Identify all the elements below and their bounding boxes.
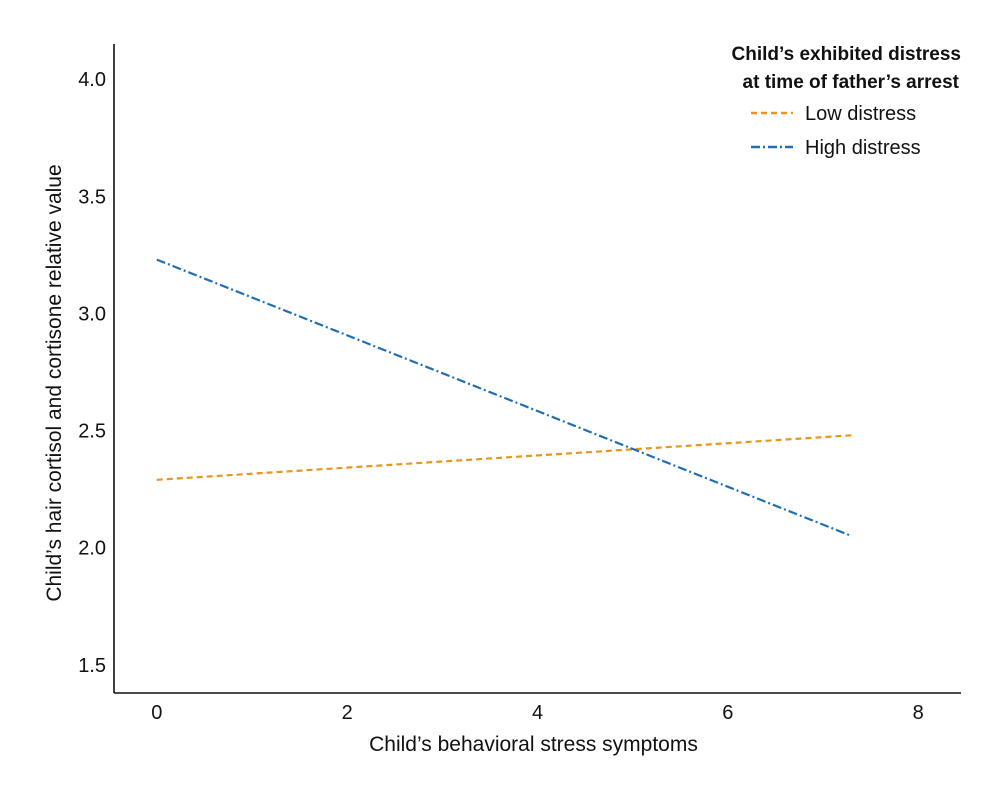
legend-title-line-2: at time of father’s arrest [743,72,960,93]
legend-label-low-distress: Low distress [805,103,916,125]
x-tick-label: 4 [532,702,543,724]
legend-items: Low distress High distress [751,103,921,159]
x-tick-label: 0 [151,702,162,724]
legend-title-line-1: Child’s exhibited distress [732,44,961,65]
axes [113,44,961,694]
x-tick-label: 6 [722,702,733,724]
x-tick-labels: 0 2 4 6 8 [151,702,923,724]
x-axis-title: Child’s behavioral stress symptoms [369,733,698,756]
y-tick-label: 2.5 [78,421,106,443]
x-tick-label: 8 [913,702,924,724]
series-line-high-distress [156,258,853,538]
y-tick-label: 3.5 [78,186,106,208]
legend-label-high-distress: High distress [805,137,921,159]
series-lines [156,258,853,538]
y-tick-labels: 1.5 2.0 2.5 3.0 3.5 4.0 [78,69,106,677]
y-tick-label: 3.0 [78,303,106,325]
y-tick-label: 1.5 [78,655,106,677]
legend: Child’s exhibited distress at time of fa… [732,44,961,159]
y-axis-title: Child’s hair cortisol and cortisone rela… [43,164,66,601]
y-tick-label: 4.0 [78,69,106,91]
y-tick-label: 2.0 [78,538,106,560]
x-tick-label: 2 [342,702,353,724]
series-line-low-distress [156,434,852,481]
